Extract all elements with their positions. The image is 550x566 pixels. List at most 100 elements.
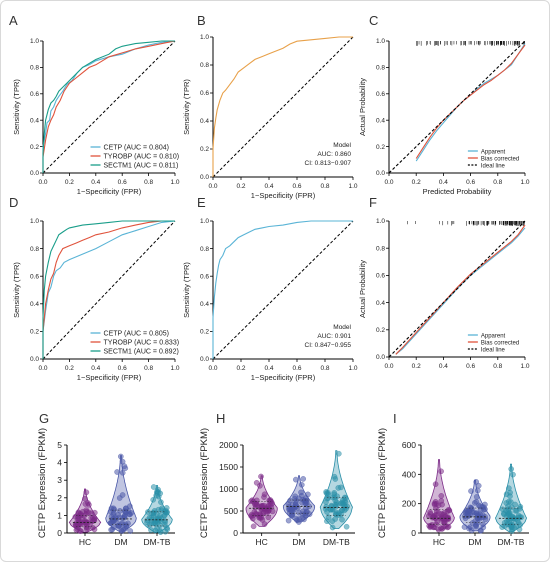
series-line-apparent [415,43,526,162]
x-tick-label: 0.8 [144,365,153,372]
x-tick-label: HC [256,537,268,547]
data-point [108,527,114,533]
data-point [123,523,130,529]
x-tick-label: HC [79,537,91,547]
y-tick-label: 0.4 [376,300,385,307]
data-point [114,469,120,475]
data-point [324,518,330,525]
data-point [78,528,84,534]
data-point [296,495,302,502]
data-point [334,493,340,500]
data-point [438,468,444,475]
data-point [83,489,90,496]
x-axis-title: 1−Specificity (FPR) [251,373,316,382]
panel-label-a: A [9,13,18,28]
data-point [425,513,432,519]
panel-f: F 0.0 0.2 0.4 0.6 0.8 1.0 0.0 0.2 0.4 0.6 0.8 1.0 Act… [358,195,530,370]
panel-h: H 0 500 1000 1500 2000 CETP Expression (FPKM) H… [199,411,355,547]
data-point [258,473,264,480]
data-point [150,496,156,503]
x-axis-title: 1−Specificity (FPR) [77,373,142,382]
y-axis-title: Actual Probability [358,78,367,136]
y-tick-label: 0.8 [200,246,209,253]
x-tick-label: 0.6 [292,183,301,190]
series-line-sectm1-auc-0-811 [42,40,175,173]
data-point [479,514,486,521]
data-point [121,463,128,469]
series-line-bias-corrected [395,224,526,355]
y-tick-label: 0.2 [376,144,385,151]
reference-diagonal [42,220,176,360]
x-tick-label: 0.0 [384,179,393,186]
data-point [329,524,336,531]
x-tick-label: DM [114,537,127,547]
data-point [300,476,307,482]
auc-annotation-line: Model [333,324,351,331]
x-tick-label: 0.2 [65,365,74,372]
data-point [292,476,299,483]
data-point [474,487,481,494]
legend-entry: TYROBP (AUC = 0.810) [104,153,180,160]
y-tick-label: 0 [57,528,62,538]
x-tick-label: 0.6 [118,179,127,186]
y-tick-label: 0.4 [200,118,209,125]
y-tick-label: 0.0 [30,356,39,363]
panel-d: D 0.0 0.2 0.4 0.6 0.8 1.0 0.0 0.2 0.4 0.6 0.8 1.0 1−S… [9,195,180,382]
legend-entry: CETP (AUC = 0.804) [104,144,169,151]
data-point [302,512,309,518]
y-tick-label: 0.0 [376,354,385,361]
legend-entry: Ideal line [481,347,506,353]
data-point [501,520,508,526]
series-line-model [212,220,353,359]
y-axis-title: Sensitivity (TPR) [182,79,191,135]
y-tick-label: 0.6 [200,273,209,280]
x-tick-label: DM [468,537,481,547]
y-tick-label: 1.0 [376,218,385,225]
series-line-cetp-auc-0-805 [42,220,176,359]
data-point [83,524,90,530]
y-tick-label: 2000 [219,440,238,450]
series-line-tyrobp-auc-0-810 [42,40,176,173]
data-point [324,495,331,502]
y-axis-title: Sensitivity (TPR) [12,262,21,318]
data-point [260,510,267,517]
x-tick-label: 0.0 [208,365,217,372]
y-tick-label: 0.8 [376,245,385,252]
auc-annotation-line: CI: 0.813−0.907 [305,160,352,167]
y-tick-label: 1 [57,510,62,520]
data-point [474,515,481,522]
y-tick-label: 0 [411,528,416,538]
data-point [339,516,345,523]
data-point [507,493,513,500]
x-tick-label: 0.8 [144,179,153,186]
data-point [268,504,275,510]
data-point [261,502,267,509]
data-point [119,469,126,476]
data-point [512,501,518,508]
data-point [512,507,519,514]
data-point [505,498,512,505]
data-point [265,514,272,521]
y-axis-title: CETP Expression (FPKM) [377,428,388,538]
data-point [127,528,134,534]
reference-diagonal [212,36,354,178]
x-axis-title: Predicted Probability [423,187,492,196]
data-point [464,511,471,517]
auc-annotation-line: AUC: 0.901 [317,333,351,340]
data-point [439,501,445,508]
x-axis-title: 1−Specificity (FPR) [77,187,142,196]
data-point [150,484,157,490]
y-tick-label: 0.8 [30,65,39,72]
data-point [446,507,453,514]
data-point [109,518,116,525]
data-point [343,523,350,530]
data-point [285,517,292,524]
data-point [433,508,440,515]
y-axis-title: CETP Expression (FPKM) [199,428,210,538]
legend-entry: Apparent [481,149,506,155]
y-tick-label: 500 [224,506,238,516]
series-line-bias-corrected [415,44,526,159]
data-point [480,524,487,531]
x-tick-label: 1.0 [520,179,529,186]
